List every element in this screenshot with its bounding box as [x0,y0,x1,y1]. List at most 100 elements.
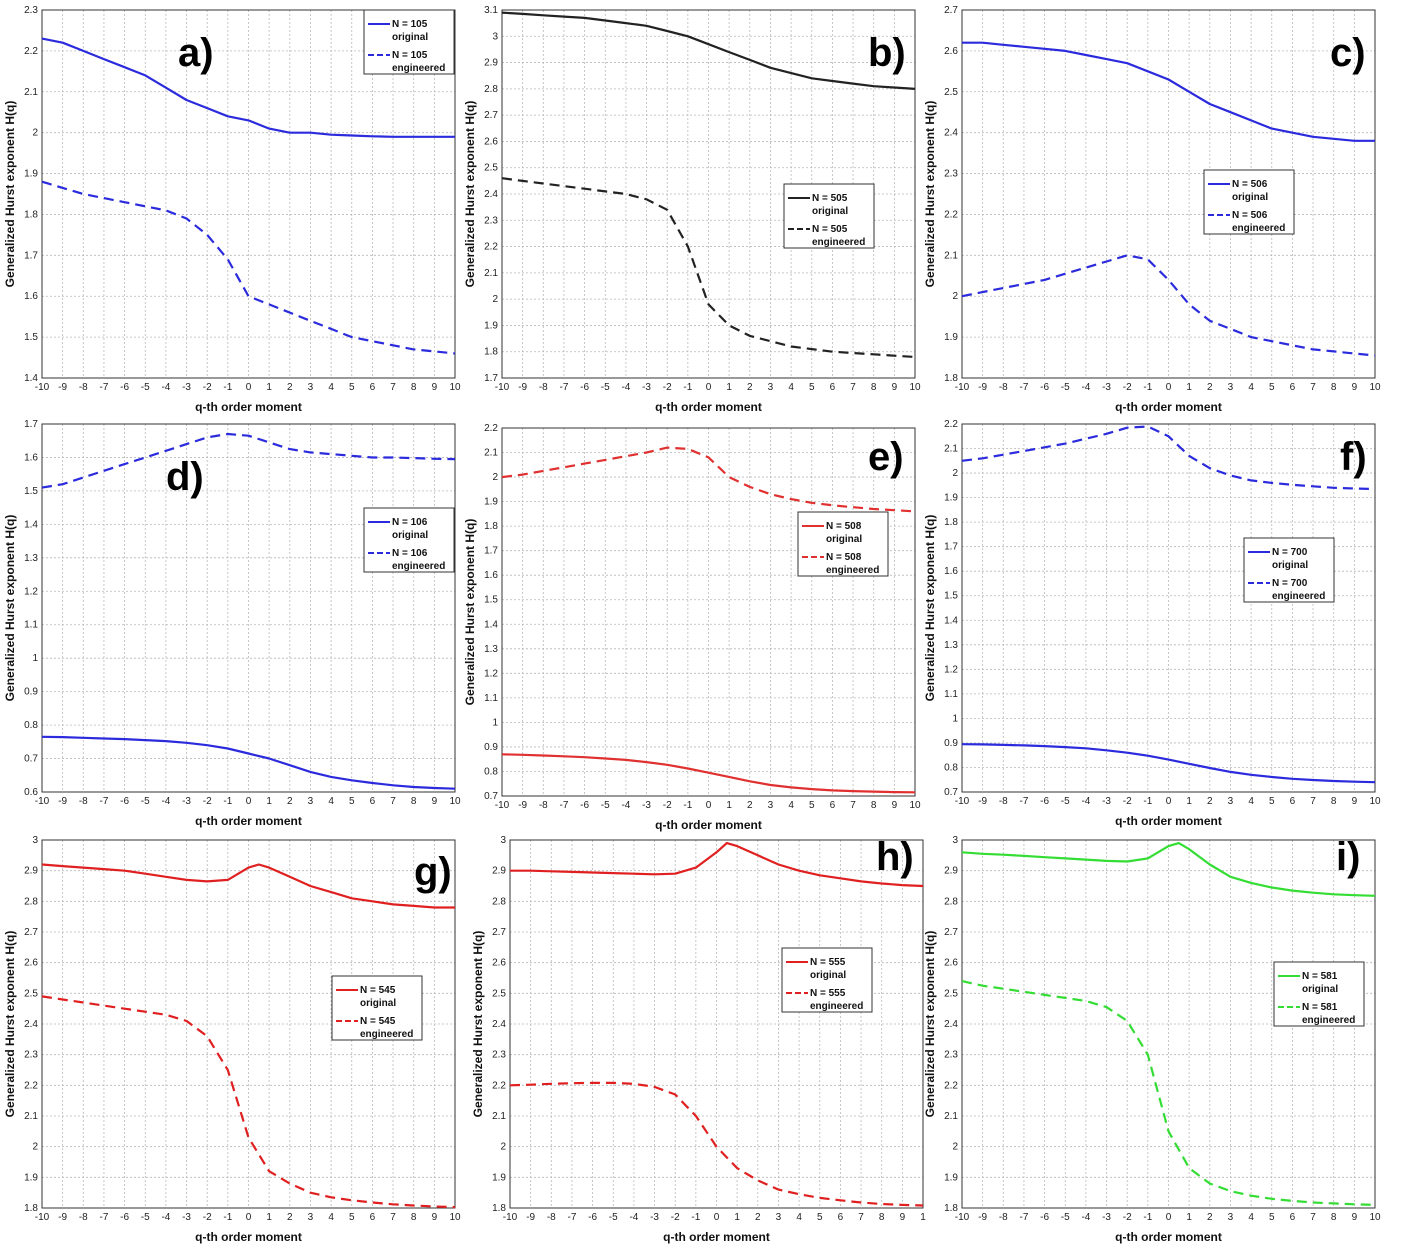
plot-frame [961,839,1376,1209]
y-tick-label: 2.9 [944,866,958,877]
y-tick-label: 2.8 [944,896,958,907]
x-tick-label: 0 [246,1212,252,1223]
y-tick-label: 1.5 [944,591,958,602]
x-tick-label: -5 [141,1212,150,1223]
x-tick-label: 1 [726,800,732,811]
legend: N = 505 original N = 505 engineered [783,183,875,249]
series-line-original [41,735,456,790]
y-axis-label: Generalized Hurst exponent H(q) [923,931,937,1118]
x-tick-label: -3 [1102,382,1111,393]
y-tick-label: 2.4 [944,1019,958,1030]
x-tick-label: -1 [223,796,232,807]
y-tick-label: 0.6 [24,787,38,798]
panel-letter: c) [1330,31,1366,75]
y-tick-label: 1.1 [484,693,498,704]
x-tick-label: -3 [1102,796,1111,807]
x-tick-label: 10 [1369,796,1381,807]
x-tick-label: 2 [287,382,293,393]
legend-entry-sub: original [826,534,862,545]
legend-entry-sub: original [812,206,848,217]
panel-d: -10 -9 -8 -7 -6 -5 -4 -3 -2 -1 0 1 2 3 4 5 6 7 8 9 100.60.70… [3,419,461,828]
x-tick-label: 10 [1369,1212,1381,1223]
x-tick-label: -4 [161,796,170,807]
x-tick-label: -1 [1143,382,1152,393]
x-tick-label: -2 [1123,382,1132,393]
y-tick-label: 1.9 [24,1172,38,1183]
legend-entry: N = 508 [826,552,862,563]
y-axis-label: Generalized Hurst exponent H(q) [463,101,477,288]
x-tick-label: 2 [755,1212,761,1223]
y-tick-label: 2.3 [944,1050,958,1061]
plot-frame [41,423,456,793]
y-tick-label: 1.1 [944,689,958,700]
x-tick-label: -4 [1081,1212,1090,1223]
x-tick-label: -6 [1040,796,1049,807]
y-tick-label: 1.2 [944,664,958,675]
x-axis-label: q-th order moment [663,1230,770,1244]
y-tick-label: 0.7 [484,791,498,802]
legend-entry-sub: original [810,970,846,981]
x-tick-label: 3 [308,382,314,393]
y-tick-label: 0.9 [484,742,498,753]
y-tick-label: 2.6 [24,958,38,969]
y-tick-label: 2.1 [944,444,958,455]
x-tick-label: -10 [35,1212,50,1223]
x-tick-label: -7 [567,1212,576,1223]
x-tick-label: 5 [1269,382,1275,393]
y-tick-label: 2.6 [944,46,958,57]
legend: N = 508 original N = 508 engineered [797,511,889,577]
panel-c: -10 -9 -8 -7 -6 -5 -4 -3 -2 -1 0 1 2 3 4 5 6 7 8 9 101.81.92… [923,5,1381,414]
y-tick-label: 2.5 [492,988,506,999]
y-tick-label: 2.1 [944,250,958,261]
x-tick-label: -2 [203,382,212,393]
x-tick-label: -7 [99,382,108,393]
legend-entry: N = 581 [1302,971,1338,982]
panel-letter: e) [868,435,904,479]
legend-entry: N = 555 [810,957,846,968]
x-axis-label: q-th order moment [1115,1230,1222,1244]
y-axis-label: Generalized Hurst exponent H(q) [3,101,17,288]
y-tick-label: 2.4 [24,1019,38,1030]
y-tick-label: 1.9 [944,332,958,343]
panel-letter: h) [876,835,914,879]
y-tick-label: 1.6 [944,566,958,577]
x-tick-label: -3 [182,382,191,393]
y-tick-label: 2 [952,468,958,479]
legend-entry-sub: original [392,32,428,43]
legend-entry: N = 508 [826,521,862,532]
x-tick-label: 7 [390,382,396,393]
y-axis-label: Generalized Hurst exponent H(q) [463,519,477,706]
x-tick-label: 7 [390,1212,396,1223]
y-tick-label: 2.6 [492,958,506,969]
y-tick-label: 2.1 [484,268,498,279]
legend-box [783,183,875,249]
legend-entry-sub: original [392,530,428,541]
y-tick-label: 2.1 [24,87,38,98]
legend-box [1273,961,1365,1027]
y-tick-label: 2.8 [492,896,506,907]
x-tick-label: -4 [621,800,630,811]
y-tick-label: 0.8 [944,762,958,773]
x-tick-label: 6 [370,382,376,393]
y-tick-label: 1.7 [24,250,38,261]
panel-i: -10 -9 -8 -7 -6 -5 -4 -3 -2 -1 0 1 2 3 4 5 6 7 8 9 101.81.92… [923,835,1381,1244]
x-tick-label: 8 [879,1212,885,1223]
x-tick-label: -2 [663,800,672,811]
y-tick-label: 3 [952,835,958,846]
x-tick-label: 3 [768,382,774,393]
x-tick-label: 7 [390,796,396,807]
legend-entry: N = 700 [1272,547,1308,558]
x-tick-label: -8 [79,796,88,807]
y-tick-label: 2 [32,1142,38,1153]
legend: N = 700 original N = 700 engineered [1243,537,1335,603]
legend-box [331,975,423,1041]
x-tick-label: 1 [266,796,272,807]
y-tick-label: 2.2 [944,1080,958,1091]
plot-frame [509,839,924,1209]
x-tick-label: -2 [203,1212,212,1223]
y-tick-label: 2.9 [24,866,38,877]
x-tick-label: 5 [349,382,355,393]
y-tick-label: 2 [952,291,958,302]
x-tick-label: 6 [1290,796,1296,807]
x-tick-label: -8 [539,382,548,393]
